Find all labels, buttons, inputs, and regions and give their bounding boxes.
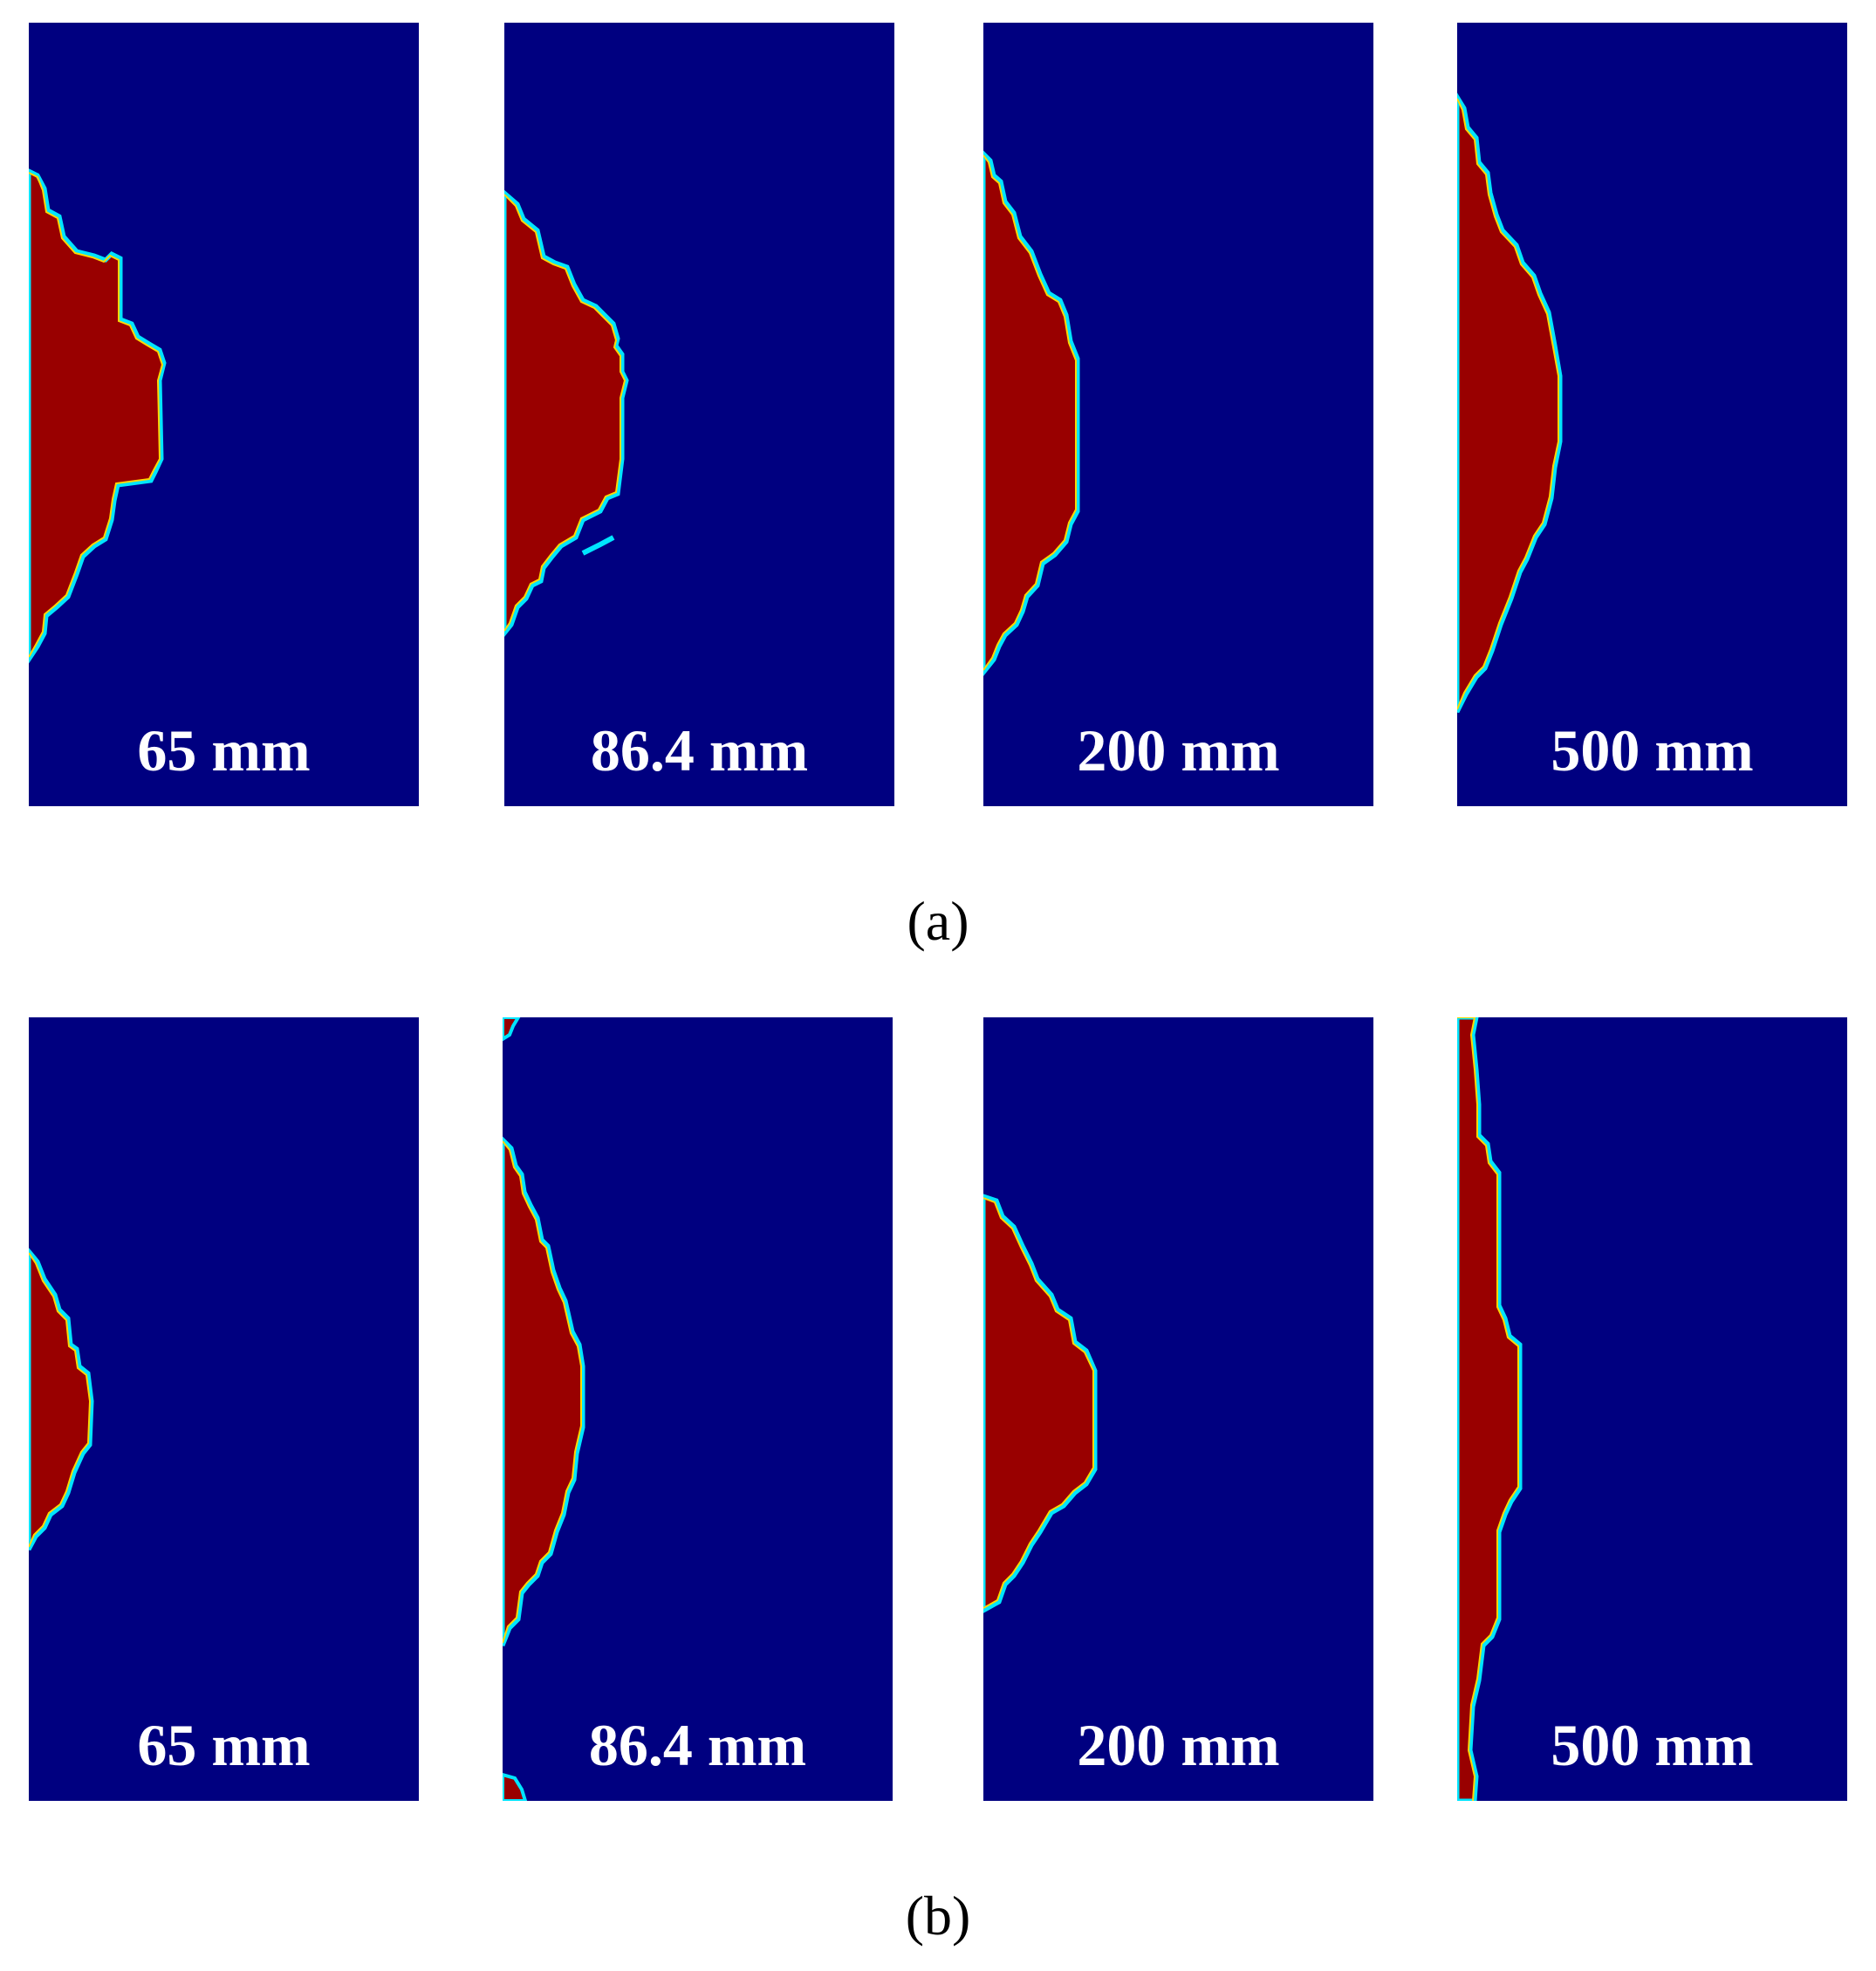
panel-label: 200 mm: [1077, 1712, 1280, 1778]
panel-b-500mm: 500 mm: [1457, 1017, 1847, 1801]
panel-label: 500 mm: [1551, 1712, 1754, 1778]
panel-b-200mm: 200 mm: [983, 1017, 1373, 1801]
figure-row-a: 65 mm 86.4 mm 200 mm 500 mm: [0, 23, 1876, 808]
red-region-shape: [983, 150, 1080, 677]
panel-label: 65 mm: [137, 1712, 311, 1778]
red-region-shape: [29, 1248, 94, 1551]
panel-label: 65 mm: [137, 717, 311, 784]
red-region-shape: [1457, 1017, 1523, 1801]
panel-label: 86.4 mm: [588, 1712, 807, 1778]
panel-a-500mm: 500 mm: [1457, 23, 1847, 806]
red-region-shape: [29, 168, 167, 664]
red-region-shape: [503, 1017, 585, 1801]
panel-a-65mm: 65 mm: [29, 23, 419, 806]
panel-label: 500 mm: [1551, 717, 1754, 784]
panel-a-86-4mm: 86.4 mm: [504, 23, 894, 806]
panel-b-86-4mm: 86.4 mm: [503, 1017, 893, 1801]
red-region-shape: [1457, 92, 1563, 714]
red-region-shape: [504, 189, 629, 638]
figure-row-b: 65 mm 86.4 mm 200 mm 500 mm: [0, 1017, 1876, 1803]
panel-a-200mm: 200 mm: [983, 23, 1373, 806]
panel-label: 86.4 mm: [590, 717, 809, 784]
red-region-shape: [983, 1194, 1098, 1613]
panel-label: 200 mm: [1077, 717, 1280, 784]
panel-b-65mm: 65 mm: [29, 1017, 419, 1801]
caption-b: (b): [905, 1885, 971, 1947]
caption-a: (a): [907, 890, 969, 952]
